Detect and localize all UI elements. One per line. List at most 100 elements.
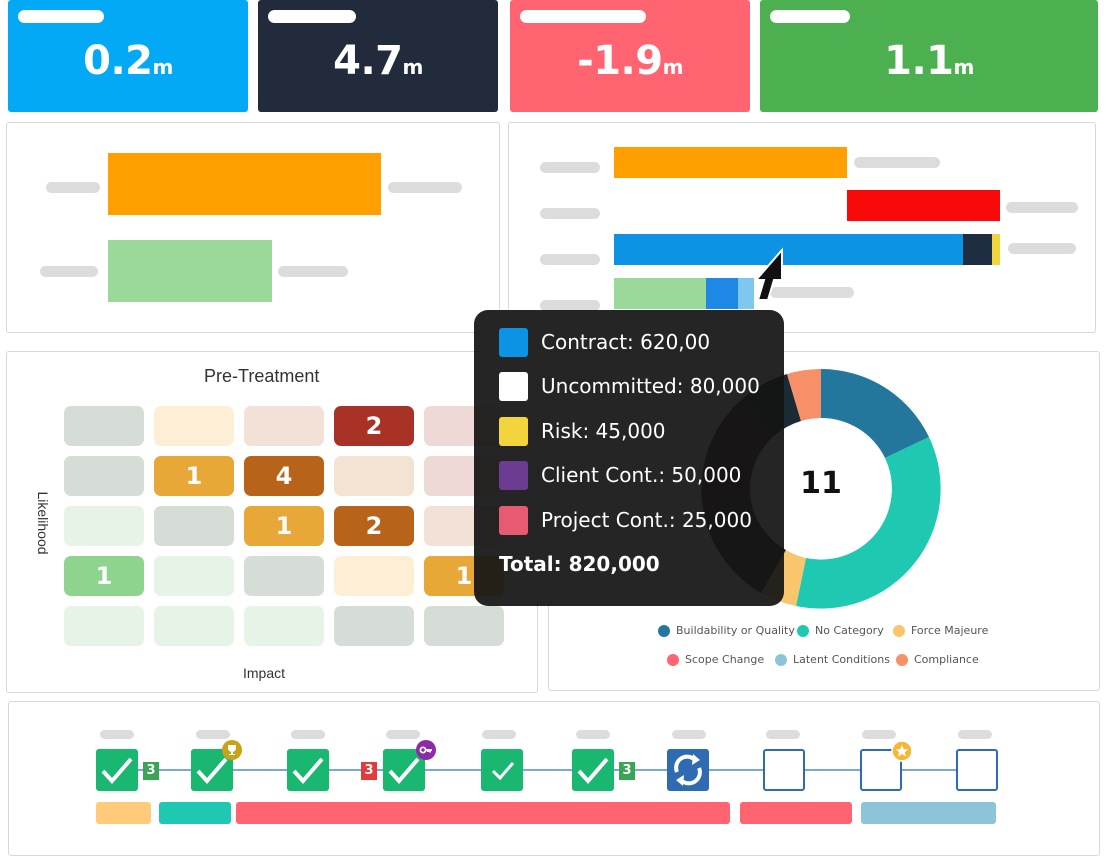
phase-bar-1[interactable] [96,802,151,824]
heatmap-cell[interactable] [64,456,144,496]
tooltip-row-risk: Risk: 45,000 [499,416,666,446]
bar-lightblue-segment[interactable] [738,278,754,309]
bar-red[interactable] [847,190,1000,221]
phase-bar-5[interactable] [861,802,996,824]
legend-dot [893,624,905,637]
kpi-label-placeholder [18,10,104,23]
tooltip-swatch [499,460,528,490]
chart-tooltip: Contract: 620,00 Uncommitted: 80,000 Ris… [474,310,784,606]
step-label-placeholder [386,730,420,739]
count-badge: 3 [619,762,635,780]
heatmap-cell[interactable] [334,606,414,646]
legend-dot [775,653,787,666]
donut-center-value: 11 [800,466,842,501]
count-badge: 3 [143,762,159,780]
star-icon [891,740,913,762]
heatmap-cell[interactable]: 1 [154,456,234,496]
legend-item-force-majeure[interactable]: Force Majeure [893,624,988,637]
heatmap-cell[interactable]: 2 [334,406,414,446]
step-label-placeholder [576,730,610,739]
phase-bar-2[interactable] [159,802,231,824]
bar-value-placeholder [770,287,854,298]
timeline-step-10[interactable] [956,749,998,791]
kpi-tile-3[interactable]: -1.9m [510,0,750,112]
donut-segment-buildability [821,369,929,458]
bar-lightgreen-segment[interactable] [614,278,706,309]
heatmap-cell[interactable]: 2 [334,506,414,546]
bar-blue-segment[interactable] [706,278,738,309]
legend-dot [896,653,908,666]
heatmap-cell[interactable] [154,506,234,546]
heatmap-cell[interactable] [64,606,144,646]
heatmap-cell[interactable] [154,406,234,446]
timeline-step-1[interactable] [96,749,138,791]
heatmap-cell[interactable]: 1 [64,556,144,596]
bar-green[interactable] [108,240,272,302]
kpi-value: 0.2m [83,38,173,84]
bar-value-placeholder [1006,202,1078,213]
timeline-step-3[interactable] [287,749,329,791]
bar-blue[interactable] [614,234,963,265]
step-label-placeholder [862,730,896,739]
heatmap-cell[interactable] [334,556,414,596]
bar-label-placeholder [540,162,600,173]
kpi-tile-4[interactable]: 1.1m [760,0,1098,112]
bar-orange[interactable] [108,153,381,215]
heatmap-cell[interactable] [64,506,144,546]
tooltip-row-client-cont: Client Cont.: 50,000 [499,460,741,490]
donut-segment-no-category [796,437,941,609]
tooltip-row-project-cont: Project Cont.: 25,000 [499,505,752,535]
heatmap-cell[interactable]: 1 [244,506,324,546]
bar-value-placeholder [1008,243,1076,254]
heatmap-cell[interactable] [424,606,504,646]
heatmap-cell[interactable]: 4 [244,456,324,496]
kpi-tile-1[interactable]: 0.2m [8,0,248,112]
tooltip-swatch [499,371,528,401]
check-icon [577,757,609,785]
arrow-cursor-icon [753,247,783,301]
timeline-step-8[interactable] [763,749,805,791]
bar-yellow-segment[interactable] [992,234,1000,265]
heatmap-cell[interactable] [244,406,324,446]
phase-bar-4[interactable] [740,802,852,824]
legend-item-latent-conditions[interactable]: Latent Conditions [775,653,890,666]
heatmap-cell[interactable] [64,406,144,446]
legend-dot [658,624,670,637]
heatmap-cell[interactable] [244,556,324,596]
check-icon [388,757,420,785]
check-icon [292,757,324,785]
kpi-tile-2[interactable]: 4.7m [258,0,498,112]
step-label-placeholder [196,730,230,739]
legend-item-no-category[interactable]: No Category [797,624,884,637]
tooltip-swatch [499,416,528,446]
kpi-label-placeholder [268,10,356,23]
timeline-step-6[interactable] [572,749,614,791]
heatmap-cell[interactable] [154,606,234,646]
kpi-value: 1.1m [884,38,974,84]
timeline-line [117,769,977,771]
count-badge: 3 [361,762,377,780]
step-label-placeholder [291,730,325,739]
step-label-placeholder [100,730,134,739]
tooltip-row-uncommitted: Uncommitted: 80,000 [499,371,760,401]
phase-bar-3[interactable] [236,802,730,824]
bar-value-placeholder [388,182,462,193]
tooltip-total: Total: 820,000 [499,552,660,576]
check-icon [196,757,228,785]
heatmap-cell[interactable] [334,456,414,496]
bar-label-placeholder [40,266,98,277]
heatmap-cell[interactable] [154,556,234,596]
legend-item-buildability[interactable]: Buildability or Quality [658,624,795,637]
legend-item-scope-change[interactable]: Scope Change [667,653,764,666]
heatmap-cell[interactable] [244,606,324,646]
check-icon [491,762,515,781]
timeline-step-7[interactable] [667,749,709,791]
legend-item-compliance[interactable]: Compliance [896,653,979,666]
timeline-step-5[interactable] [481,749,523,791]
step-label-placeholder [766,730,800,739]
bar-label-placeholder [540,300,600,311]
bar-navy-segment[interactable] [963,234,992,265]
step-label-placeholder [672,730,706,739]
bar-orange[interactable] [614,147,847,178]
tooltip-row-contract: Contract: 620,00 [499,327,710,357]
